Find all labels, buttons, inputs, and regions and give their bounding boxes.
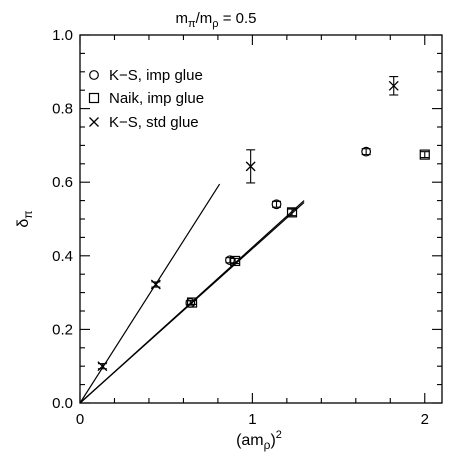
legend-item-naik-imp: Naik, imp glue xyxy=(88,90,204,107)
data-point-circle xyxy=(361,146,372,157)
y-tick-label: 0.8 xyxy=(52,101,73,118)
legend-label-ks-imp: K−S, imp glue xyxy=(109,67,203,84)
legend-marker-circle xyxy=(89,70,99,80)
legend-label-ks-std: K−S, std glue xyxy=(109,114,199,131)
legend-label-naik-imp: Naik, imp glue xyxy=(109,90,204,107)
legend-marker-cross xyxy=(89,117,99,127)
y-tick-label: 0.6 xyxy=(52,174,73,191)
x-tick-label: 2 xyxy=(421,411,429,428)
data-point-square xyxy=(286,207,298,218)
legend-marker-square xyxy=(88,92,100,104)
legend-item-ks-std: K−S, std glue xyxy=(89,114,199,131)
y-tick-label: 0.0 xyxy=(52,395,73,412)
data-point-circle xyxy=(225,255,235,266)
chart-title: mπ/mρ = 0.5 xyxy=(176,10,257,30)
data-point-cross xyxy=(245,161,256,172)
y-tick-label: 1.0 xyxy=(52,27,73,44)
data-point-square xyxy=(419,149,430,160)
data-point-cross xyxy=(388,80,399,91)
axis-ticks xyxy=(79,34,442,404)
fit-line-series-2 xyxy=(79,183,221,404)
legend: K−S, imp glue Naik, imp glue K−S, std gl… xyxy=(88,67,204,131)
data-point-cross xyxy=(150,279,161,290)
data-point-square xyxy=(230,255,241,267)
y-tick-label: 0.4 xyxy=(52,248,73,265)
x-tick-label: 0 xyxy=(76,411,84,428)
x-axis-label: (amρ)2 xyxy=(236,429,282,452)
data-point-cross xyxy=(97,361,108,372)
axis-tick-labels: 0 1 2 0.0 0.2 0.4 0.6 0.8 1.0 xyxy=(52,27,429,428)
legend-item-ks-imp: K−S, imp glue xyxy=(89,67,203,84)
x-tick-label: 1 xyxy=(248,411,256,428)
y-tick-label: 0.2 xyxy=(52,321,73,338)
data-points xyxy=(97,76,430,372)
data-point-square xyxy=(186,297,198,308)
fit-lines xyxy=(79,183,305,404)
y-axis-label: δπ xyxy=(15,210,35,227)
data-point-circle xyxy=(271,199,282,210)
